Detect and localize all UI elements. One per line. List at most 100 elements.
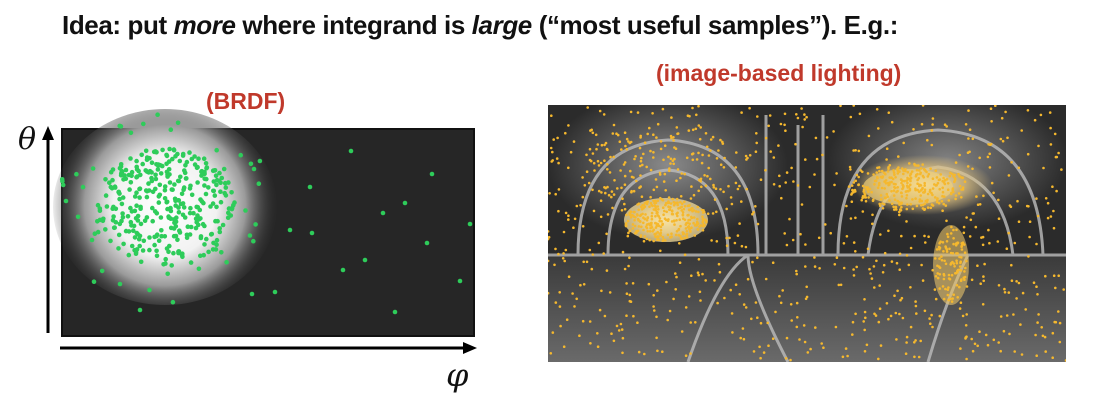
brdf-sample-dot (226, 206, 232, 211)
ibl-sample-dot (966, 151, 970, 154)
ibl-sample-dot (1003, 291, 1007, 294)
ibl-sample-dot (923, 309, 927, 313)
brdf-sample-dot (424, 240, 430, 246)
ibl-sample-dot (906, 170, 910, 174)
ibl-sample-dot (750, 317, 753, 321)
ibl-sample-dot (600, 289, 603, 293)
ibl-sample-dot (688, 204, 691, 207)
brdf-sample-dot (362, 257, 368, 263)
ibl-sample-dot (662, 213, 665, 216)
ibl-sample-dot (849, 217, 853, 220)
ibl-sample-dot (898, 312, 901, 316)
ibl-sample-dot (689, 230, 692, 233)
brdf-sample-dot (206, 185, 211, 190)
brdf-sample-dot (189, 156, 195, 162)
ibl-sample-dot (764, 168, 767, 172)
ibl-sample-dot (1044, 197, 1048, 200)
ibl-sample-dot (867, 196, 870, 199)
ibl-sample-dot (741, 327, 745, 330)
ibl-sample-dot (690, 207, 693, 210)
ibl-sample-dot (820, 342, 823, 345)
ibl-sample-dot (893, 173, 896, 176)
ibl-sample-dot (696, 271, 700, 274)
ibl-sample-dot (674, 201, 678, 205)
ibl-sample-dot (635, 230, 638, 233)
ibl-sample-dot (685, 156, 689, 160)
ibl-sample-dot (783, 232, 786, 235)
ibl-sample-dot (558, 305, 562, 308)
ibl-sample-dot (667, 205, 670, 208)
ibl-sample-dot (965, 259, 968, 263)
brdf-sample-dot (180, 201, 186, 206)
ibl-sample-dot (697, 189, 700, 193)
ibl-sample-dot (610, 332, 613, 335)
brdf-sample-points (59, 112, 473, 315)
ibl-sample-dot (877, 166, 881, 169)
ibl-sample-dot (935, 248, 939, 251)
ibl-sample-dot (871, 199, 875, 203)
ibl-sample-dot (723, 156, 726, 160)
ibl-sample-dot (963, 275, 967, 279)
brdf-sample-dot (187, 150, 192, 155)
ibl-sample-dot (665, 280, 668, 284)
ibl-sample-dot (994, 105, 997, 107)
ibl-sample-dot (676, 211, 679, 215)
ibl-sample-dot (683, 172, 686, 176)
ibl-sample-dot (718, 270, 722, 274)
ibl-sample-dot (924, 169, 927, 172)
brdf-sample-dot (137, 243, 142, 249)
ibl-sample-dot (619, 169, 622, 172)
ibl-sample-dot (767, 344, 770, 347)
ibl-sample-dot (579, 204, 582, 207)
ibl-sample-dot (802, 324, 806, 327)
ibl-sample-dot (676, 203, 679, 207)
ibl-sample-dot (992, 338, 996, 342)
ibl-sample-dot (670, 220, 674, 223)
brdf-sample-dot (189, 192, 195, 198)
ibl-sample-dot (878, 284, 881, 287)
ibl-sample-dot (1035, 242, 1038, 246)
brdf-sample-dot (134, 247, 140, 252)
ibl-sample-dot (740, 111, 743, 114)
brdf-sample-dot (182, 168, 187, 173)
ibl-sample-dot (983, 262, 986, 266)
brdf-sample-dot (213, 218, 218, 224)
ibl-sample-dot (675, 275, 678, 279)
ibl-sample-dot (895, 338, 898, 341)
ibl-sample-dot (778, 174, 781, 178)
ibl-sample-dot (878, 169, 881, 173)
brdf-sample-dot (75, 214, 81, 220)
ibl-sample-dot (670, 232, 673, 235)
ibl-sample-dot (944, 204, 948, 207)
ibl-sample-dot (958, 184, 962, 188)
ibl-sample-dot (1007, 231, 1010, 235)
ibl-sample-dot (825, 136, 829, 139)
ibl-sample-dot (639, 235, 642, 238)
ibl-sample-dot (779, 122, 783, 126)
brdf-sample-dot (134, 190, 139, 195)
ibl-sample-dot (867, 134, 871, 138)
ibl-sample-dot (612, 155, 615, 159)
ibl-sample-dot (951, 260, 954, 264)
ibl-sample-dot (925, 200, 929, 204)
ibl-sample-dot (1017, 281, 1021, 285)
ibl-sample-dot (927, 172, 931, 176)
ibl-sample-dot (585, 153, 588, 157)
ibl-sample-dot (675, 219, 678, 222)
ibl-sample-dot (804, 265, 807, 268)
ibl-sample-dot (1055, 189, 1058, 193)
ibl-sample-dot (875, 108, 879, 111)
ibl-sample-dot (941, 241, 945, 244)
ibl-sample-dot (857, 183, 860, 186)
brdf-sample-dot (171, 250, 176, 256)
ibl-sample-dot (663, 144, 667, 147)
ibl-sample-dot (887, 183, 890, 187)
ibl-sample-dot (646, 230, 649, 233)
brdf-sample-dot (188, 260, 194, 265)
ibl-sample-dot (680, 237, 684, 240)
ibl-sample-dot (590, 128, 593, 132)
ibl-sample-dot (1007, 291, 1011, 294)
ibl-sample-dot (731, 331, 734, 334)
ibl-sample-dot (734, 166, 738, 169)
ibl-sample-dot (702, 210, 706, 214)
